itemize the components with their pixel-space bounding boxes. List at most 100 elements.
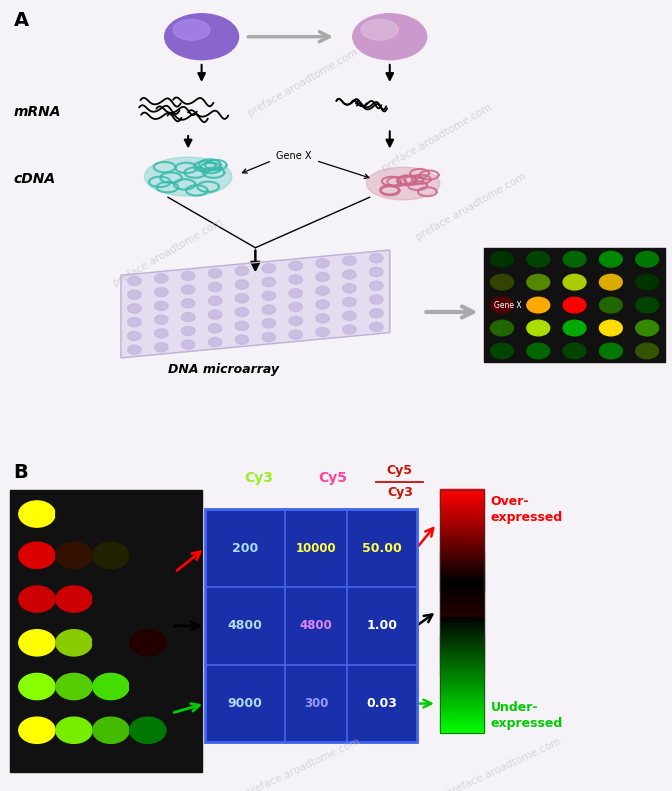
Bar (440, 621, 484, 623)
Circle shape (316, 286, 329, 295)
Circle shape (343, 284, 356, 293)
Circle shape (563, 252, 586, 267)
Ellipse shape (362, 20, 398, 40)
Bar (440, 678, 484, 680)
Bar (440, 665, 484, 668)
Bar (440, 679, 484, 682)
Bar (440, 558, 484, 561)
Circle shape (527, 274, 550, 290)
Circle shape (235, 267, 249, 275)
Text: cDNA: cDNA (13, 172, 56, 186)
Circle shape (370, 308, 383, 318)
Circle shape (181, 327, 195, 335)
Circle shape (636, 320, 659, 336)
Bar (440, 538, 484, 540)
Circle shape (370, 254, 383, 263)
Bar (440, 585, 484, 587)
Bar (440, 714, 484, 717)
Ellipse shape (173, 20, 210, 40)
Bar (440, 552, 484, 554)
Text: Over-
expressed: Over- expressed (491, 494, 563, 524)
Ellipse shape (366, 167, 440, 200)
Circle shape (93, 630, 129, 656)
Circle shape (262, 291, 276, 301)
Circle shape (370, 281, 383, 290)
Bar (440, 635, 484, 638)
Circle shape (56, 717, 92, 744)
Bar (440, 548, 484, 551)
Text: 4800: 4800 (300, 619, 333, 632)
Circle shape (93, 586, 129, 612)
Bar (440, 503, 484, 506)
Bar (205, 509, 417, 743)
Circle shape (19, 717, 55, 744)
Bar (440, 592, 484, 595)
Bar (440, 542, 484, 544)
Circle shape (130, 717, 166, 744)
Circle shape (370, 267, 383, 277)
Circle shape (19, 586, 55, 612)
Bar (440, 560, 484, 562)
Text: Cy3: Cy3 (387, 486, 413, 498)
Bar (440, 687, 484, 691)
Bar (440, 691, 484, 694)
Circle shape (56, 673, 92, 700)
Circle shape (262, 278, 276, 286)
Bar (440, 686, 484, 688)
Bar (440, 668, 484, 670)
Bar (440, 494, 484, 496)
Bar (440, 702, 484, 704)
Bar (440, 499, 484, 501)
Bar (440, 544, 484, 547)
Circle shape (181, 340, 195, 350)
Bar (440, 682, 484, 684)
Bar (440, 528, 484, 530)
Bar (440, 694, 484, 696)
Text: A: A (13, 11, 29, 31)
Circle shape (316, 327, 329, 337)
Circle shape (316, 272, 329, 282)
Bar (440, 712, 484, 714)
Bar (440, 604, 484, 607)
Bar (440, 582, 484, 585)
Bar (440, 647, 484, 649)
Bar (440, 596, 484, 599)
Bar (440, 509, 484, 512)
Circle shape (19, 630, 55, 656)
Circle shape (527, 297, 550, 313)
Bar (440, 491, 484, 494)
Bar (440, 669, 484, 672)
Text: 200: 200 (232, 542, 258, 554)
Bar (440, 607, 484, 609)
Text: Gene X: Gene X (494, 301, 521, 310)
Bar (440, 577, 484, 579)
Circle shape (56, 501, 92, 527)
Text: 9000: 9000 (228, 697, 263, 710)
Bar (440, 639, 484, 642)
Text: Cy5: Cy5 (318, 471, 347, 485)
Bar (440, 619, 484, 622)
Text: DNA microarray: DNA microarray (168, 363, 279, 376)
Bar (440, 633, 484, 635)
Bar (440, 718, 484, 721)
Bar (440, 690, 484, 692)
Bar (440, 700, 484, 702)
Bar (440, 591, 484, 593)
Text: mRNA: mRNA (13, 105, 61, 119)
Bar (440, 554, 484, 557)
Circle shape (289, 261, 302, 271)
Circle shape (563, 320, 586, 336)
Circle shape (128, 276, 141, 286)
Bar (440, 651, 484, 653)
Bar (440, 617, 484, 619)
Bar (440, 698, 484, 700)
Circle shape (208, 338, 222, 346)
Bar (440, 724, 484, 727)
Bar (440, 524, 484, 526)
Bar (440, 574, 484, 577)
Bar (440, 696, 484, 698)
Circle shape (208, 310, 222, 320)
Bar (440, 566, 484, 569)
Bar (440, 599, 484, 601)
Circle shape (262, 263, 276, 273)
